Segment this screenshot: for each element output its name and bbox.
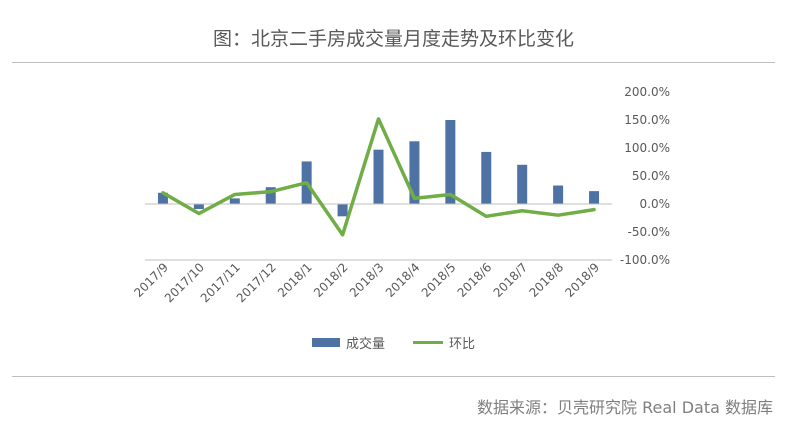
bar (409, 141, 420, 204)
bar (517, 164, 528, 204)
y-tick-label: -100.0% (620, 253, 670, 267)
x-tick-label: 2018/6 (455, 260, 495, 300)
legend-item-line: 环比 (413, 333, 475, 352)
x-tick-labels: 2017/92017/102017/112017/122018/12018/22… (131, 260, 602, 305)
bar (445, 120, 456, 204)
legend-item-bar: 成交量 (311, 333, 385, 352)
legend-swatch-bar (311, 338, 340, 347)
legend-label-bar: 成交量 (345, 337, 385, 352)
y-tick-label: 150.0% (624, 113, 670, 127)
x-tick-label: 2017/12 (234, 260, 279, 305)
x-tick-label: 2018/9 (562, 260, 602, 300)
y-tick-label: 100.0% (624, 141, 670, 155)
legend-label-line: 环比 (449, 337, 476, 352)
bar (481, 151, 492, 204)
bar (589, 191, 600, 204)
y-tick-label: -50.0% (628, 225, 670, 239)
x-tick-label: 2018/7 (491, 260, 531, 300)
x-tick-label: 2018/5 (419, 260, 459, 300)
x-tick-label: 2018/3 (347, 260, 387, 300)
y-tick-label: 50.0% (632, 169, 670, 183)
data-source: 数据来源：贝壳研究院 Real Data 数据库 (477, 398, 773, 417)
bar (229, 198, 240, 204)
x-tick-label: 2018/8 (526, 260, 566, 300)
x-tick-label: 2018/1 (275, 260, 315, 300)
top-divider (12, 62, 775, 63)
x-tick-label: 2018/2 (311, 260, 351, 300)
y-tick-labels: 200.0% 150.0% 100.0% 50.0% 0.0% -50.0% -100.0% (620, 85, 670, 267)
bar (265, 187, 276, 204)
y-tick-label: 200.0% (624, 85, 670, 99)
bottom-divider (12, 376, 775, 377)
y-tick-label: 0.0% (640, 197, 671, 211)
chart-title: 图：北京二手房成交量月度走势及环比变化 (212, 28, 574, 50)
bar (553, 185, 564, 204)
line-series (161, 117, 596, 237)
bar (337, 204, 348, 217)
legend-swatch-line (413, 341, 443, 344)
bar (157, 192, 168, 204)
x-axis (145, 203, 612, 261)
bar (193, 204, 204, 210)
bar (373, 149, 384, 204)
chart-legend: 成交量 环比 (0, 333, 787, 352)
x-tick-label: 2018/4 (383, 260, 423, 300)
